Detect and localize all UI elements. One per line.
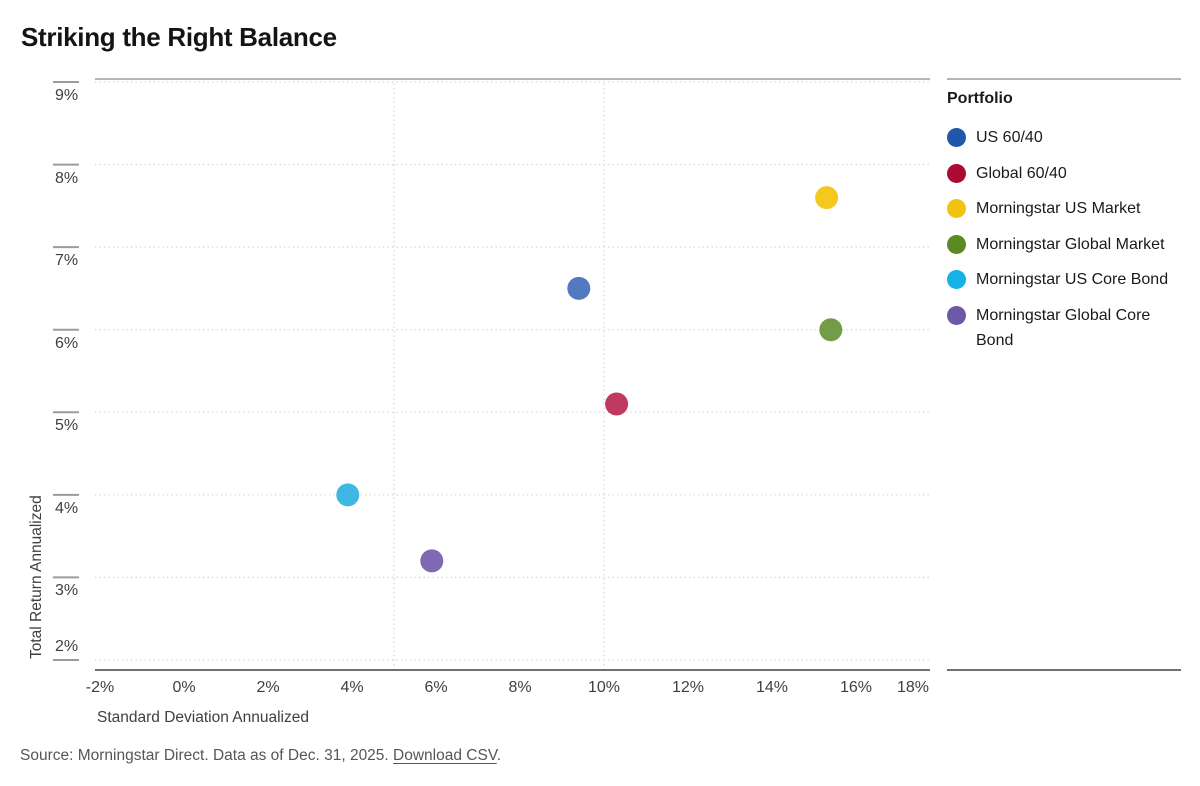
legend-title: Portfolio	[947, 90, 1013, 107]
x-tick-label-0: 0%	[172, 679, 196, 696]
x-tick-label--2: -2%	[85, 679, 115, 696]
y-tick-label-9: 9%	[55, 87, 79, 104]
legend-item-label: Morningstar US Core Bond	[976, 271, 1169, 288]
legend-item-label: Morningstar Global Core Bond	[976, 306, 1151, 350]
legend-item-label: Morningstar US Market	[976, 200, 1141, 217]
legend-item-morningstar-global-market[interactable]: Morningstar Global Market	[947, 232, 1187, 258]
source-text-suffix: .	[496, 747, 502, 764]
legend-color-swatch	[947, 270, 966, 289]
data-point-morningstar-us-market[interactable]	[815, 186, 839, 210]
legend-item-label: Global 60/40	[976, 164, 1067, 182]
x-tick-label-16: 16%	[839, 679, 873, 696]
data-point-us-60-40[interactable]	[567, 276, 591, 300]
x-tick-label-14: 14%	[755, 679, 789, 696]
x-tick-label-18: 18%	[896, 679, 930, 696]
x-tick-label-10: 10%	[587, 679, 621, 696]
x-tick-label-8: 8%	[508, 679, 532, 696]
legend-item-morningstar-us-core-bond[interactable]: Morningstar US Core Bond	[947, 267, 1187, 293]
y-tick-label-2: 2%	[55, 638, 79, 655]
download-csv-link[interactable]: Download CSV	[393, 747, 497, 764]
legend-item-label: Morningstar Global Market	[976, 235, 1165, 253]
legend-color-swatch	[947, 199, 966, 218]
legend-color-swatch	[947, 128, 966, 147]
legend-color-swatch	[947, 163, 966, 183]
y-tick-label-6: 6%	[55, 334, 79, 352]
chart-title: Striking the Right Balance	[21, 22, 337, 52]
legend-items: US 60/40 Global 60/40 Morningstar US Marke…	[947, 125, 1187, 354]
x-tick-label-4: 4%	[340, 679, 364, 696]
x-axis-title: Standard Deviation Annualized	[97, 709, 309, 726]
x-tick-label-6: 6%	[424, 679, 448, 696]
legend-item-label: US 60/40	[976, 129, 1043, 146]
data-point-morningstar-us-core-bond[interactable]	[336, 483, 360, 507]
y-tick-label-8: 8%	[55, 169, 79, 187]
legend: Portfolio US 60/40 Global 60/40 Morningsta…	[947, 90, 1187, 364]
x-tick-label-12: 12%	[671, 679, 705, 696]
y-tick-label-3: 3%	[55, 582, 79, 600]
legend-color-swatch	[947, 234, 966, 254]
y-tick-label-4: 4%	[55, 499, 79, 517]
legend-color-swatch	[947, 305, 966, 325]
x-tick-label-2: 2%	[256, 679, 280, 696]
source-note: Source: Morningstar Direct. Data as of D…	[20, 747, 501, 765]
data-point-global-60-40[interactable]	[605, 392, 629, 416]
legend-item-morningstar-global-core-bond[interactable]: Morningstar Global Core Bond	[947, 303, 1187, 354]
y-tick-label-7: 7%	[55, 252, 79, 270]
legend-item-morningstar-us-market[interactable]: Morningstar US Market	[947, 196, 1187, 222]
legend-item-us-60-40[interactable]: US 60/40	[947, 125, 1187, 151]
legend-item-global-60-40[interactable]: Global 60/40	[947, 161, 1187, 187]
data-point-morningstar-global-core-bond[interactable]	[420, 549, 444, 573]
y-tick-label-5: 5%	[55, 417, 79, 435]
data-point-morningstar-global-market[interactable]	[819, 318, 843, 342]
y-axis-title: Total Return Annualized	[28, 495, 45, 659]
source-text: Source: Morningstar Direct. Data as of D…	[20, 747, 394, 764]
